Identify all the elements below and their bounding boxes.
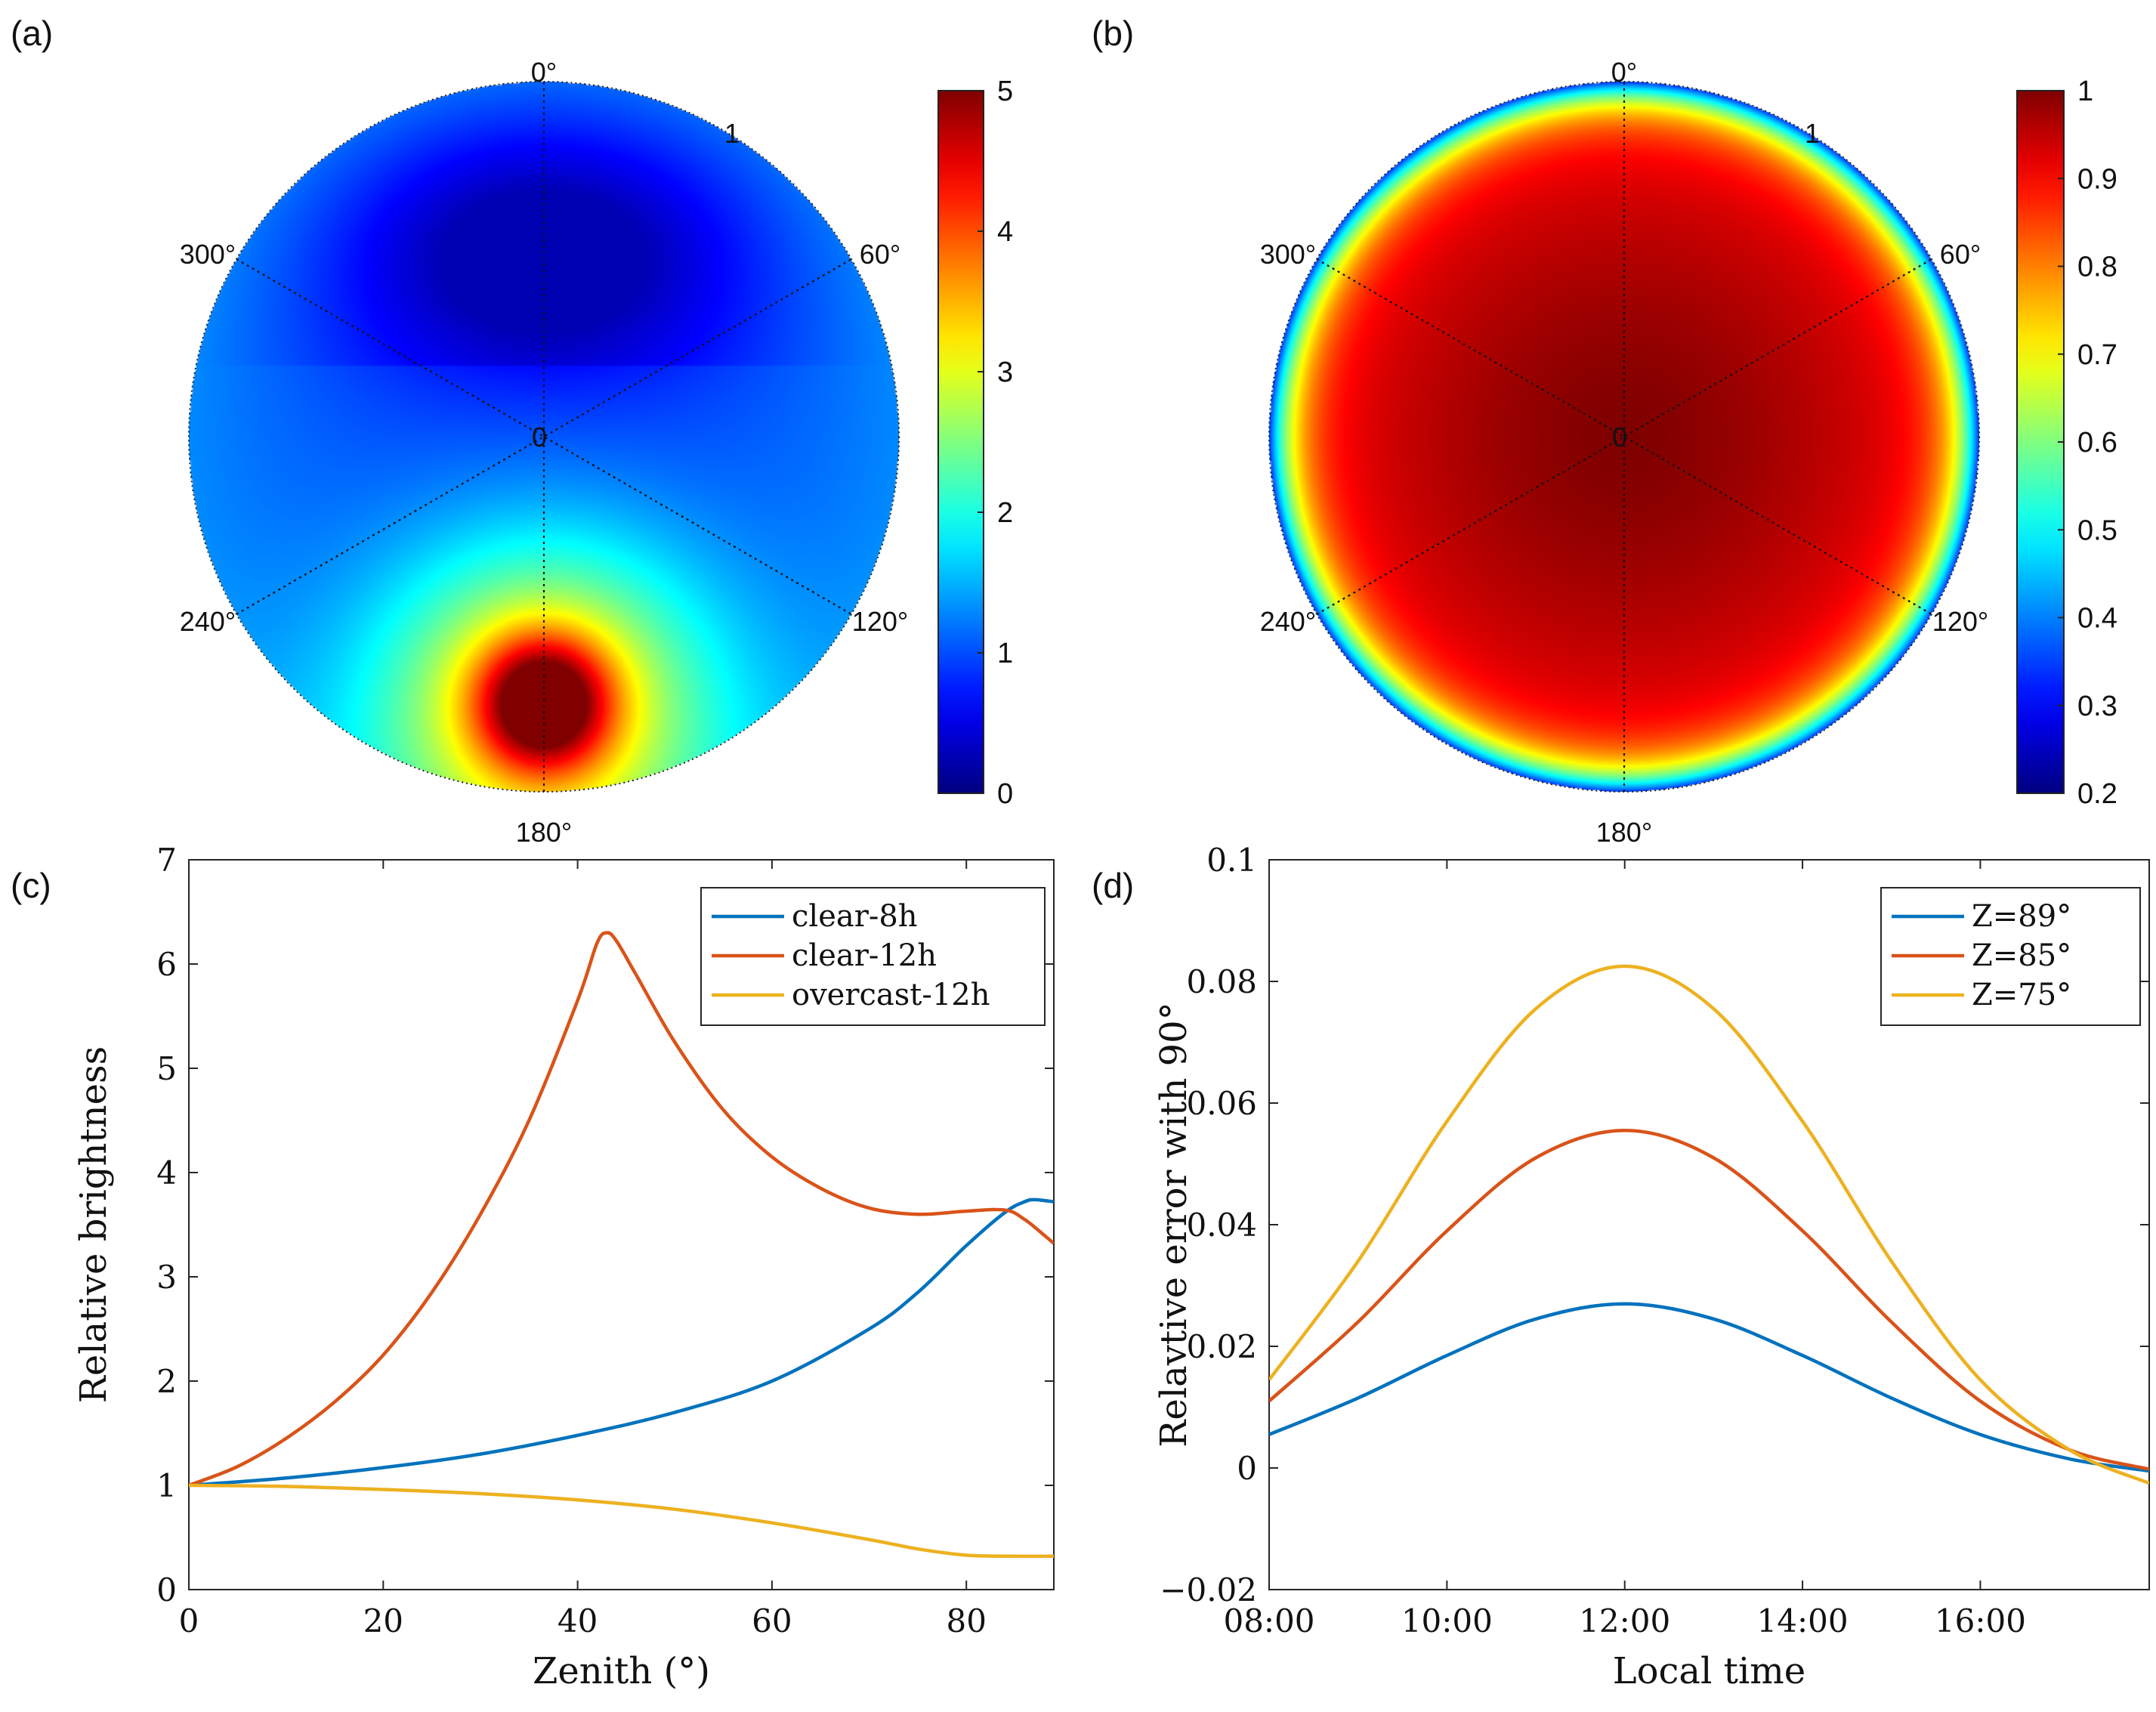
panel-c: (c) 0 1 2 3 4 5 6 7 0 20 40 60 80 Zenith (°) Relative b… xyxy=(11,842,1055,1692)
x-axis-label-c: Zenith (°) xyxy=(533,1650,710,1692)
y-tick-label-c: 6 xyxy=(156,946,177,983)
colorbar-tick-label-a: 3 xyxy=(997,357,1013,388)
heatmap-b xyxy=(1269,82,1979,792)
polar-radial-label-b: 1 xyxy=(1805,118,1820,149)
y-tick-label-d: 0.04 xyxy=(1186,1207,1257,1244)
y-tick-label-c: 0 xyxy=(156,1571,177,1608)
y-axis-label-d: Relavtive error with 90° xyxy=(1153,1002,1195,1447)
y-tick-label-c: 7 xyxy=(156,842,177,879)
panel-label-c: (c) xyxy=(11,866,51,905)
x-tick-label-c: 0 xyxy=(179,1602,199,1639)
y-tick-label-c: 5 xyxy=(156,1050,177,1087)
colorbar-tick-label-b: 0.4 xyxy=(2077,603,2117,635)
x-tick-label-d: 12:00 xyxy=(1579,1602,1670,1639)
colorbar-tick-label-b: 0.3 xyxy=(2077,691,2117,722)
x-tick-label-d: 16:00 xyxy=(1935,1602,2026,1639)
y-tick-label-d: −0.02 xyxy=(1160,1571,1257,1608)
y-tick-label-d: 0.1 xyxy=(1206,842,1257,879)
colorbar-tick-label-b: 0.7 xyxy=(2077,339,2117,371)
legend-d: Z=89° Z=85° Z=75° xyxy=(1880,887,2141,1026)
y-tick-label-c: 2 xyxy=(156,1363,177,1400)
panel-label-b: (b) xyxy=(1092,14,1134,53)
x-tick-label-d: 14:00 xyxy=(1757,1602,1849,1639)
polar-angle-label-b: 120° xyxy=(1932,606,1988,637)
legend-label-clear-12h: clear-12h xyxy=(792,938,937,973)
colorbar-tick-label-a: 1 xyxy=(997,638,1013,669)
series-line-clear-12h xyxy=(189,931,1054,1488)
colorbar-tick-label-a: 5 xyxy=(997,76,1013,107)
legend-label-Z=89°: Z=89° xyxy=(1972,899,2071,934)
polar-angle-label-b: 180° xyxy=(1596,817,1652,848)
series-line-clear-8h xyxy=(189,1197,1054,1488)
legend-label-Z=85°: Z=85° xyxy=(1972,938,2071,973)
polar-angle-label-b: 60° xyxy=(1940,239,1981,270)
polar-angle-label-b: 0° xyxy=(1611,57,1637,88)
polar-angle-label-a: 180° xyxy=(516,817,572,848)
y-tick-label-c: 1 xyxy=(156,1467,177,1504)
y-tick-label-d: 0.06 xyxy=(1186,1085,1257,1122)
panel-label-d: (d) xyxy=(1092,866,1134,905)
polar-angle-label-a: 60° xyxy=(860,239,900,270)
x-axis-label-d: Local time xyxy=(1613,1650,1805,1692)
panel-d: (d) −0.02 0 0.02 0.04 0.06 0.08 0.1 08:00 10:00 12… xyxy=(1092,842,2150,1692)
x-tick-label-d: 10:00 xyxy=(1401,1602,1493,1639)
y-tick-label-d: 0.02 xyxy=(1186,1328,1257,1365)
y-tick-label-c: 3 xyxy=(156,1259,177,1296)
polar-angle-label-a: 120° xyxy=(852,606,908,637)
y-tick-label-d: 0.08 xyxy=(1186,963,1257,1000)
series-line-Z=75° xyxy=(1269,964,2149,1485)
x-tick-label-c: 60 xyxy=(752,1602,792,1639)
colorbar-tick-label-b: 0.5 xyxy=(2077,515,2117,546)
legend-label-clear-8h: clear-8h xyxy=(792,899,918,934)
panel-label-a: (a) xyxy=(11,14,53,53)
colorbar-tick-label-a: 4 xyxy=(997,216,1013,248)
colorbar-tick-label-b: 1 xyxy=(2077,76,2093,107)
colorbar-tick-label-b: 0.2 xyxy=(2077,778,2117,810)
panel-a: (a) 0° 60° 120° 180° 240° 300° 0 1 0 1 2 3 4 5 xyxy=(11,14,1013,848)
legend-c: clear-8h clear-12h overcast-12h xyxy=(700,887,1046,1026)
polar-angle-label-a: 0° xyxy=(531,57,557,88)
polar-radial-label-a: 1 xyxy=(724,118,740,149)
polar-radial-label-a: 0 xyxy=(532,422,547,453)
legend-label-overcast-12h: overcast-12h xyxy=(792,978,990,1012)
colorbar-tick-label-a: 2 xyxy=(997,497,1013,529)
legend-label-Z=75°: Z=75° xyxy=(1972,978,2071,1012)
series-line-Z=85° xyxy=(1269,1128,2149,1471)
x-tick-label-c: 80 xyxy=(946,1602,986,1639)
colorbar-tick-label-b: 0.8 xyxy=(2077,252,2117,283)
colorbar-tick-label-b: 0.6 xyxy=(2077,427,2117,459)
panel-b: (b) 0° 60° 120° 180° 240° 300° 0 1 0.2 0.3 0.4 0.5 0.… xyxy=(1092,14,2117,848)
heatmap-a xyxy=(189,82,899,792)
polar-radial-label-b: 0 xyxy=(1612,422,1627,453)
x-tick-label-c: 40 xyxy=(558,1602,598,1639)
polar-angle-label-b: 300° xyxy=(1260,239,1316,270)
colorbar-tick-label-b: 0.9 xyxy=(2077,163,2117,195)
polar-angle-label-a: 300° xyxy=(180,239,236,270)
y-tick-label-d: 0 xyxy=(1237,1450,1257,1487)
colorbar-a xyxy=(937,90,984,794)
colorbar-tick-label-a: 0 xyxy=(997,778,1013,810)
series-line-overcast-12h xyxy=(189,1483,1054,1559)
series-line-Z=89° xyxy=(1269,1302,2149,1473)
x-tick-label-c: 20 xyxy=(363,1602,403,1639)
polar-angle-label-b: 240° xyxy=(1260,606,1316,637)
y-tick-label-c: 4 xyxy=(156,1154,177,1191)
x-tick-label-d: 08:00 xyxy=(1223,1602,1314,1639)
y-axis-label-c: Relative brightness xyxy=(73,1046,115,1403)
polar-angle-label-a: 240° xyxy=(180,606,236,637)
colorbar-b xyxy=(2016,90,2065,794)
